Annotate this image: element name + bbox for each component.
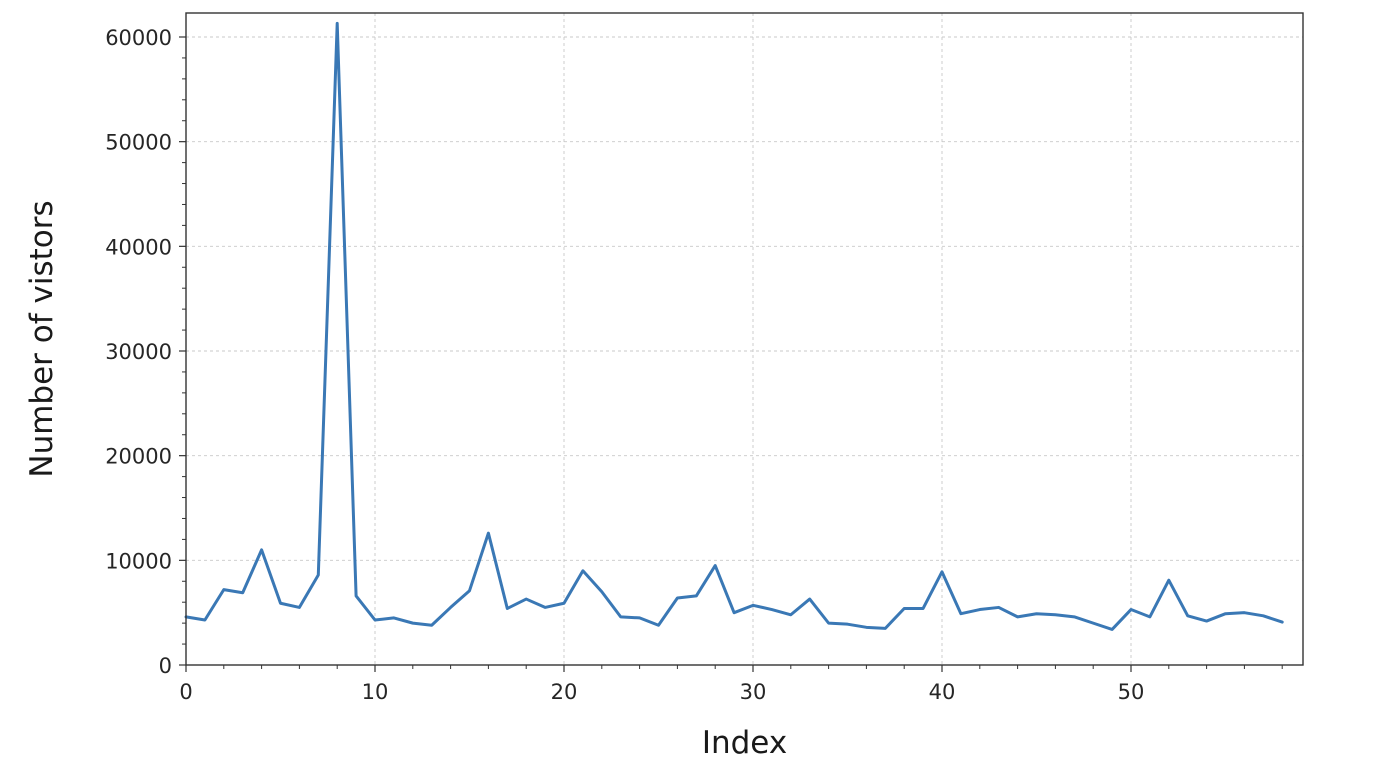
y-tick-label: 60000 bbox=[105, 26, 172, 50]
series-layer bbox=[184, 21, 1284, 631]
x-tick-label: 50 bbox=[1118, 680, 1145, 704]
x-tick-labels: 0 10 20 30 40 50 bbox=[179, 680, 1144, 704]
plot-frame bbox=[185, 12, 1304, 666]
y-tick-label: 50000 bbox=[105, 131, 172, 155]
grid-layer bbox=[186, 13, 1303, 665]
y-tick-label: 10000 bbox=[105, 549, 172, 573]
y-axis-title: Number of vistors bbox=[24, 200, 60, 477]
y-tick-label: 30000 bbox=[105, 340, 172, 364]
x-tick-label: 40 bbox=[929, 680, 956, 704]
x-tick-label: 0 bbox=[179, 680, 192, 704]
y-tick-label: 0 bbox=[159, 654, 172, 678]
y-tick-labels: 0 10000 20000 30000 40000 50000 60000 bbox=[105, 26, 172, 678]
x-tick-label: 10 bbox=[362, 680, 389, 704]
x-tick-label: 20 bbox=[551, 680, 578, 704]
y-tick-label: 20000 bbox=[105, 445, 172, 469]
x-axis-title: Index bbox=[702, 725, 787, 761]
y-tick-label: 40000 bbox=[105, 235, 172, 259]
major-tick-layer bbox=[179, 36, 1132, 672]
x-tick-label: 30 bbox=[740, 680, 767, 704]
series-line-0 bbox=[184, 21, 1284, 631]
